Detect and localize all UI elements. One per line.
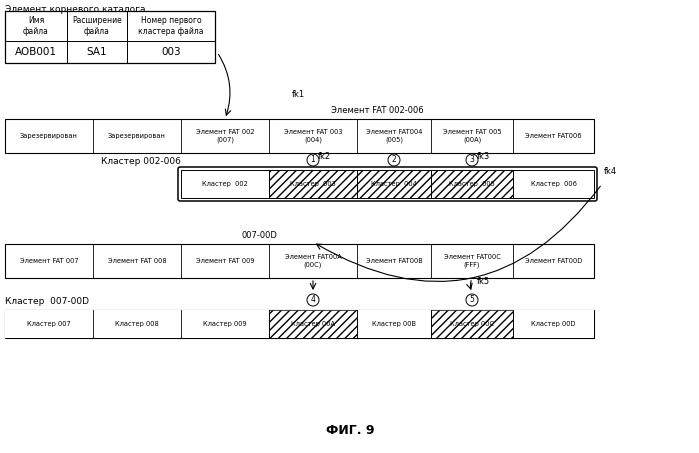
Text: Элемент FAT 002-006: Элемент FAT 002-006 [331, 106, 424, 115]
Text: Кластер 00C: Кластер 00C [450, 321, 494, 327]
Text: Элемент FAT00B: Элемент FAT00B [366, 258, 422, 264]
Text: fk3: fk3 [477, 152, 490, 161]
Bar [5, 310, 93, 338]
Bar [5, 11, 215, 63]
Bar [181, 310, 269, 338]
Text: Кластер 002-006: Кластер 002-006 [101, 157, 181, 166]
Circle shape [388, 154, 400, 166]
Text: Кластер  004: Кластер 004 [371, 181, 417, 187]
Text: Кластер  002: Кластер 002 [202, 181, 248, 187]
Text: 2: 2 [391, 155, 396, 164]
Text: 007-00D: 007-00D [242, 231, 278, 240]
Text: Кластер 007: Кластер 007 [27, 321, 71, 327]
Text: Расширение
файла: Расширение файла [72, 16, 122, 36]
Bar [431, 170, 513, 198]
Text: Зарезервирован: Зарезервирован [20, 133, 78, 139]
Text: Кластер 00D: Кластер 00D [531, 321, 576, 327]
Text: fk4: fk4 [604, 167, 617, 176]
Text: fk1: fk1 [292, 90, 305, 99]
Text: Кластер 008: Кластер 008 [115, 321, 159, 327]
Bar [513, 170, 594, 198]
Bar [269, 310, 357, 338]
Bar [269, 170, 357, 198]
Circle shape [466, 294, 478, 306]
Text: Зарезервирован: Зарезервирован [108, 133, 166, 139]
Text: AOB001: AOB001 [15, 47, 57, 57]
Bar [5, 310, 594, 338]
Circle shape [466, 154, 478, 166]
Bar [431, 310, 513, 338]
Text: Номер первого
кластера файла: Номер первого кластера файла [138, 16, 203, 36]
Bar [357, 310, 431, 338]
Text: Кластер  006: Кластер 006 [531, 181, 577, 187]
Text: ФИГ. 9: ФИГ. 9 [326, 424, 374, 438]
Circle shape [307, 154, 319, 166]
Bar [431, 310, 513, 338]
Text: Кластер  007-00D: Кластер 007-00D [5, 297, 89, 306]
Text: 4: 4 [310, 295, 315, 304]
Text: 1: 1 [310, 155, 315, 164]
Text: Элемент FAT00A
(00C): Элемент FAT00A (00C) [284, 254, 341, 268]
Text: Элемент FAT 007: Элемент FAT 007 [20, 258, 78, 264]
Text: 003: 003 [161, 47, 181, 57]
Bar [269, 310, 357, 338]
Text: 5: 5 [470, 295, 475, 304]
Bar [5, 119, 594, 153]
Bar [357, 170, 431, 198]
Text: Элемент FAT 009: Элемент FAT 009 [196, 258, 254, 264]
Text: Кластер  005: Кластер 005 [449, 181, 495, 187]
Text: SA1: SA1 [87, 47, 108, 57]
Text: 3: 3 [470, 155, 475, 164]
Text: Элемент FAT 008: Элемент FAT 008 [108, 258, 166, 264]
Text: Элемент FAT00C
(FFF): Элемент FAT00C (FFF) [444, 254, 500, 268]
Bar [5, 244, 594, 278]
Bar [431, 170, 513, 198]
Bar [269, 170, 357, 198]
Text: fk5: fk5 [477, 277, 490, 286]
Text: Кластер 009: Кластер 009 [203, 321, 247, 327]
Circle shape [307, 294, 319, 306]
Text: Кластер 00B: Кластер 00B [372, 321, 416, 327]
Bar [513, 310, 594, 338]
Text: Элемент FAT004
(005): Элемент FAT004 (005) [366, 129, 422, 143]
Text: Кластер 00A: Кластер 00A [291, 321, 335, 327]
Text: Имя
файла: Имя файла [23, 16, 49, 36]
Bar [357, 170, 431, 198]
Text: Элемент FAT 003
(004): Элемент FAT 003 (004) [284, 129, 343, 143]
Text: Элемент FAT 002
(007): Элемент FAT 002 (007) [196, 129, 254, 143]
Bar [181, 170, 269, 198]
Text: Элемент корневого каталога: Элемент корневого каталога [5, 5, 145, 14]
Text: Кластер  003: Кластер 003 [290, 181, 336, 187]
Bar [93, 310, 181, 338]
Text: Элемент FAT00D: Элемент FAT00D [525, 258, 582, 264]
Text: Элемент FAT006: Элемент FAT006 [525, 133, 582, 139]
Text: fk2: fk2 [318, 152, 331, 161]
Text: Элемент FAT 005
(00A): Элемент FAT 005 (00A) [442, 129, 501, 143]
